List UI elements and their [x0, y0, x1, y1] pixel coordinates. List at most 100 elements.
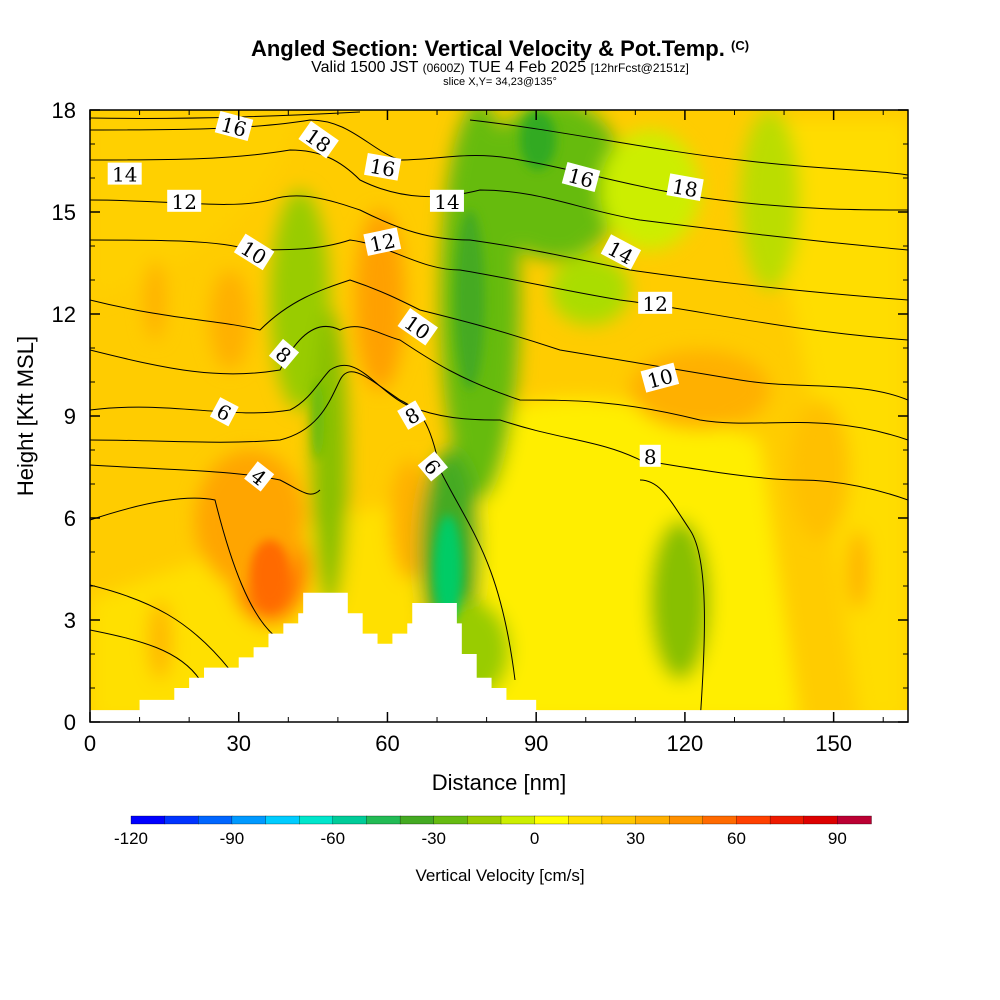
utc-time: (0600Z)	[422, 61, 465, 75]
colorbar-swatch	[601, 815, 637, 825]
pot-temp-label-text: 12	[171, 190, 196, 214]
slice-info: slice X,Y= 34,23@135°	[443, 76, 557, 88]
x-tick-label: 60	[375, 731, 399, 756]
x-tick-label: 0	[84, 731, 96, 756]
y-axis-label: Height [Kft MSL]	[13, 336, 38, 496]
y-tick-label: 3	[64, 608, 76, 633]
pot-temp-label-bg	[233, 233, 275, 271]
pot-temp-label-bg	[397, 308, 439, 346]
pot-temp-label-bg	[298, 121, 339, 159]
pot-temp-label: 14	[107, 162, 142, 187]
colorbar-swatch	[366, 815, 401, 825]
pot-temp-label-text: 8	[644, 445, 657, 469]
colorbar-swatch	[803, 815, 839, 825]
pot-temp-label-bg	[666, 173, 704, 202]
pot-temp-label-text: 18	[670, 174, 699, 202]
pot-temp-label: 12	[167, 189, 202, 214]
pot-temp-label-text: 12	[368, 228, 398, 257]
colorbar-swatch	[534, 815, 569, 825]
pot-temp-label-bg	[638, 291, 673, 314]
pot-temp-label: 14	[429, 189, 464, 214]
colorbar-tick-label: -90	[220, 829, 245, 848]
forecast-date: TUE 4 Feb 2025	[468, 59, 587, 76]
pot-temp-label: 12	[638, 291, 673, 316]
colorbar-tick-label: -120	[114, 829, 148, 848]
colorbar-tick-label: -30	[421, 829, 446, 848]
chart-title-text: Angled Section: Vertical Velocity & Pot.…	[250, 36, 725, 61]
x-axis: 0 30 60 90 120 150	[84, 110, 884, 756]
valid-time-line: Valid 1500 JST (0600Z) TUE 4 Feb 2025 [1…	[0, 60, 1000, 76]
chart-title: Angled Section: Vertical Velocity & Pot.…	[0, 38, 1000, 60]
colorbar-swatch	[130, 815, 166, 825]
pot-temp-label-bg	[363, 227, 402, 256]
x-tick-label: 150	[815, 731, 852, 756]
pot-temp-label: 8	[397, 400, 427, 430]
y-axis: 0 3 6 9 12 15 18	[52, 98, 908, 735]
title-block: Angled Section: Vertical Velocity & Pot.…	[0, 38, 1000, 88]
pot-temp-label: 6	[209, 397, 239, 427]
pot-temp-label-bg	[417, 451, 449, 482]
field-cores	[250, 110, 556, 625]
pot-temp-label-bg	[244, 461, 275, 492]
x-tick-label: 120	[667, 731, 704, 756]
colorbar-tick-label: 0	[530, 829, 539, 848]
pot-temp-label-text: 12	[642, 292, 667, 316]
colorbar-tick-label: -60	[321, 829, 346, 848]
colorbar-swatch	[635, 815, 670, 825]
colorbar-swatch	[467, 815, 502, 825]
y-tick-label: 18	[52, 98, 76, 123]
colorbar-tick-label: 30	[626, 829, 645, 848]
y-tick-label: 9	[64, 404, 76, 429]
pot-temp-label-bg	[561, 162, 601, 193]
colorbar-swatch	[669, 815, 704, 825]
colorbar-swatch	[769, 815, 805, 825]
y-tick-label: 0	[64, 710, 76, 735]
terrain-mask	[90, 592, 908, 722]
colorbar-ticks: -120 -90 -60 -30 0 30 60 90	[114, 829, 847, 848]
pot-temp-label-bg	[429, 189, 464, 212]
pot-temp-label-bg	[639, 444, 661, 467]
colorbar-title: Vertical Velocity [cm/s]	[415, 866, 584, 885]
x-tick-label: 90	[524, 731, 548, 756]
x-tick-label: 30	[226, 731, 250, 756]
pot-temp-label-bg	[167, 189, 202, 212]
colorbar-swatch	[399, 815, 435, 825]
x-axis-label: Distance [nm]	[432, 770, 567, 795]
colorbar-swatch	[231, 815, 267, 825]
pot-temp-label-bg	[397, 400, 427, 430]
colorbar-swatch	[500, 815, 536, 825]
colorbar-swatch	[568, 815, 603, 825]
y-tick-label: 12	[52, 302, 76, 327]
pot-temp-label-bg	[209, 397, 239, 427]
colorbar-swatch	[332, 815, 368, 825]
pot-temp-label-bg	[214, 111, 254, 142]
colorbar-swatch	[702, 815, 738, 825]
y-tick-label: 15	[52, 200, 76, 225]
pot-temp-label-bg	[268, 338, 300, 370]
pot-temp-label: 18	[666, 173, 704, 202]
colorbar-tick-label: 90	[828, 829, 847, 848]
units-mark: (C)	[731, 38, 750, 53]
pot-temp-label-text: 14	[434, 190, 459, 214]
pot-temp-label-bg	[640, 362, 680, 393]
pot-temp-label-bg	[364, 153, 402, 181]
colorbar-swatch	[433, 815, 469, 825]
valid-time: Valid 1500 JST	[311, 59, 419, 76]
pot-temp-label: 16	[364, 153, 402, 182]
pot-temp-label-text: 14	[112, 163, 137, 187]
colorbar-swatch	[837, 815, 872, 825]
pot-temp-label-bg	[600, 234, 642, 270]
pot-temp-label-bg	[107, 162, 142, 185]
pot-temp-label-text: 16	[368, 154, 397, 182]
colorbar-swatch	[164, 815, 199, 825]
forecast-info: [12hrFcst@2151z]	[590, 61, 689, 75]
pot-temp-label: 12	[363, 227, 402, 257]
colorbar-tick-label: 60	[727, 829, 746, 848]
colorbar-swatch	[736, 815, 771, 825]
colorbar-swatch	[198, 815, 233, 825]
colorbar-swatch	[265, 815, 300, 825]
